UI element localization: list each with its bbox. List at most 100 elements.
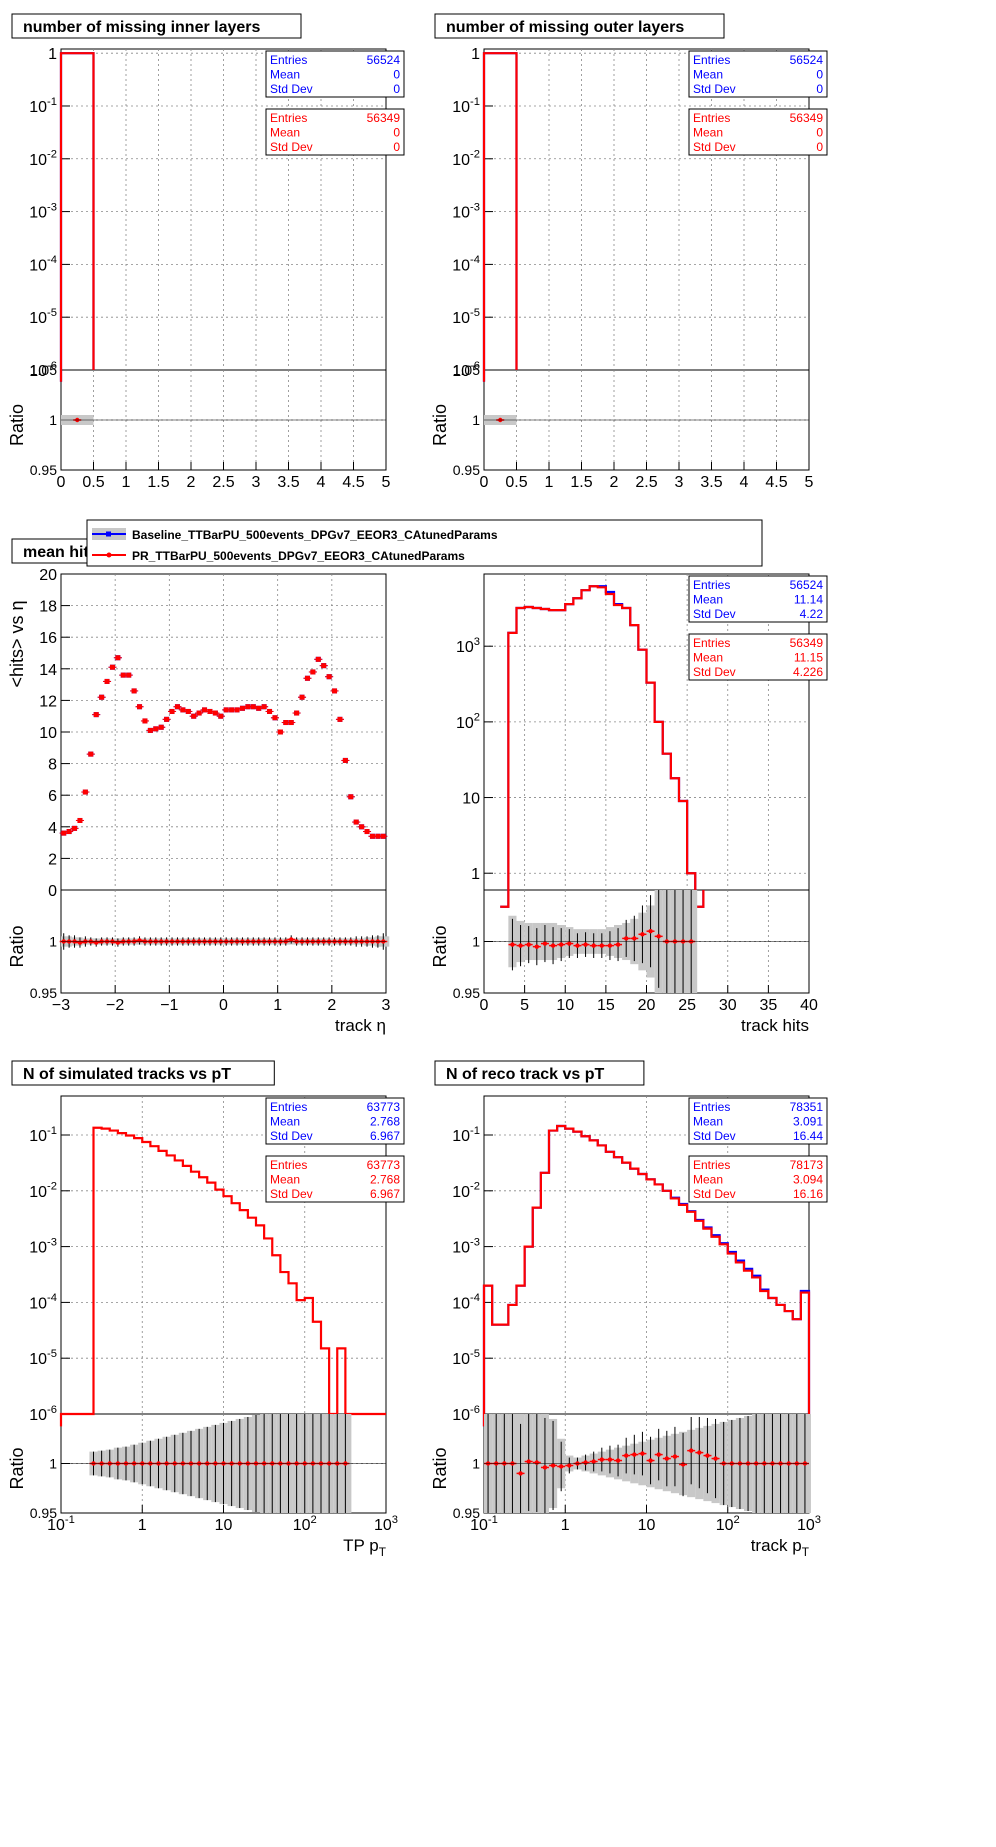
stats-value: 63773 [367,1158,401,1172]
ratio-point [648,929,653,934]
x-tick-label: −3 [52,997,70,1014]
ratio-point [623,1453,629,1458]
stats-value: 0 [393,82,400,96]
x-axis-label: TP pT [343,1536,386,1559]
ratio-tick-label: 1 [49,934,57,950]
ratio-point [672,1454,678,1459]
ratio-point [583,942,588,947]
y-tick-label: 10-3 [452,201,480,221]
y-tick-label: 10-6 [452,1404,480,1424]
y-tick-label: 10-2 [452,1181,480,1201]
x-tick-label: 5 [382,474,391,491]
stats-value: 4.226 [793,665,823,679]
stats-value: 56349 [367,111,401,125]
title-box [434,13,725,39]
chart-reco-tracks-vs-pt: 10-1 1 10 102 103 10-1 10-2 10-3 10-4 10-5 10-6 0.9… [430,1060,828,1559]
stats-label: Std Dev [270,1129,313,1143]
legend-label: PR_TTBarPU_500events_DPGv7_EEOR3_CAtuned… [132,549,465,563]
stats-label: Std Dev [270,82,313,96]
y-tick-label: 16 [39,630,57,647]
ratio-point [591,1459,596,1464]
title-box [434,1060,645,1086]
x-tick-label: 25 [678,997,696,1014]
stats-label: Entries [693,578,730,592]
x-tick-label: 10 [215,1517,233,1534]
x-tick-label: 10 [556,997,574,1014]
y-tick-label: 103 [456,636,480,656]
stats-value: 78173 [790,1158,824,1172]
stats-label: Entries [270,53,307,67]
y-tick-label: 10-2 [29,149,57,169]
ratio-point [526,942,531,947]
stats-value: 3.091 [793,1115,823,1129]
ratio-point [510,942,515,947]
ratio-point [688,1448,694,1453]
ratio-tick-label: 0.95 [30,1505,57,1521]
ratio-point [632,936,637,941]
y-tick-label: 10 [462,791,480,808]
x-tick-label: 4 [317,474,326,491]
stats-label: Entries [270,1158,307,1172]
title-box [11,13,302,39]
chart-title: N of reco track vs pT [446,1066,605,1083]
ratio-point [567,1463,572,1468]
ratio-point [526,1459,531,1464]
chart-mean-hits-vs-eta: −3 −2 −1 0 1 2 3024681012141618200.951Ratiomea… [7,538,391,1035]
ratio-tick-label: 0.95 [453,462,480,478]
x-tick-label: 1.5 [147,474,169,491]
y-tick-label: 8 [48,757,57,774]
stats-box [688,1097,828,1145]
chart-title: mean hits [23,544,98,561]
ratio-point [648,1458,653,1463]
stats-value: 56524 [790,53,824,67]
x-tick-label: 5 [520,997,529,1014]
stats-value: 6.967 [370,1187,400,1201]
y-tick-label: 10-3 [452,1236,480,1256]
y-tick-label: 0 [48,883,57,900]
stats-label: Mean [270,1115,300,1129]
stats-value: 0 [393,140,400,154]
stats-label: Mean [693,126,723,140]
y-tick-label: 10-1 [29,96,57,116]
x-tick-label: 0 [219,997,228,1014]
stats-label: Entries [693,111,730,125]
stats-label: Mean [270,1173,300,1187]
ratio-tick-label: 0.95 [453,985,480,1001]
stats-box [688,108,828,156]
x-tick-label: 1 [138,1517,147,1534]
stats-box [688,633,828,681]
chart-title: number of missing inner layers [23,19,261,36]
chart-missing-outer: 0 0.5 1 1.5 2 2.5 3 3.5 4 4.5 5110-110-210-310-410… [430,13,828,491]
stats-box [265,1097,405,1145]
ratio-point [550,1463,556,1468]
stats-value: 0 [816,140,823,154]
x-tick-label: 4.5 [765,474,787,491]
x-tick-label: 3.5 [700,474,722,491]
y-axis-label: <hits> vs η [7,600,27,687]
stats-box [265,50,405,98]
x-tick-label: 3 [252,474,261,491]
ratio-point [623,936,629,941]
y-tick-label: 4 [48,820,57,837]
x-axis-label: track pT [751,1536,809,1559]
chart-title: number of missing outer layers [446,19,684,36]
stats-label: Std Dev [270,140,313,154]
x-tick-label: 0.5 [82,474,104,491]
ratio-axis-label: Ratio [7,404,27,446]
stats-label: Mean [693,1173,723,1187]
y-tick-label: 10-5 [452,307,480,327]
x-tick-label: 1 [561,1517,570,1534]
x-tick-label: 10 [638,1517,656,1534]
stats-label: Entries [270,1100,307,1114]
ratio-point [599,1457,605,1462]
legend: Baseline_TTBarPU_500events_DPGv7_EEOR3_C… [86,519,763,567]
histogram-series [500,585,705,908]
y-tick-label: 10-5 [452,1348,480,1368]
ratio-point [558,942,564,947]
ratio-point [615,942,621,947]
ratio-tick-label: 1.05 [453,362,480,378]
chart-sim-tracks-vs-pt: 10-1 1 10 102 103 10-1 10-2 10-3 10-4 10-5 10-6 0.9… [7,1060,405,1559]
y-tick-label: 10-5 [29,307,57,327]
ratio-point [558,1464,564,1469]
ratio-point [518,1471,523,1476]
